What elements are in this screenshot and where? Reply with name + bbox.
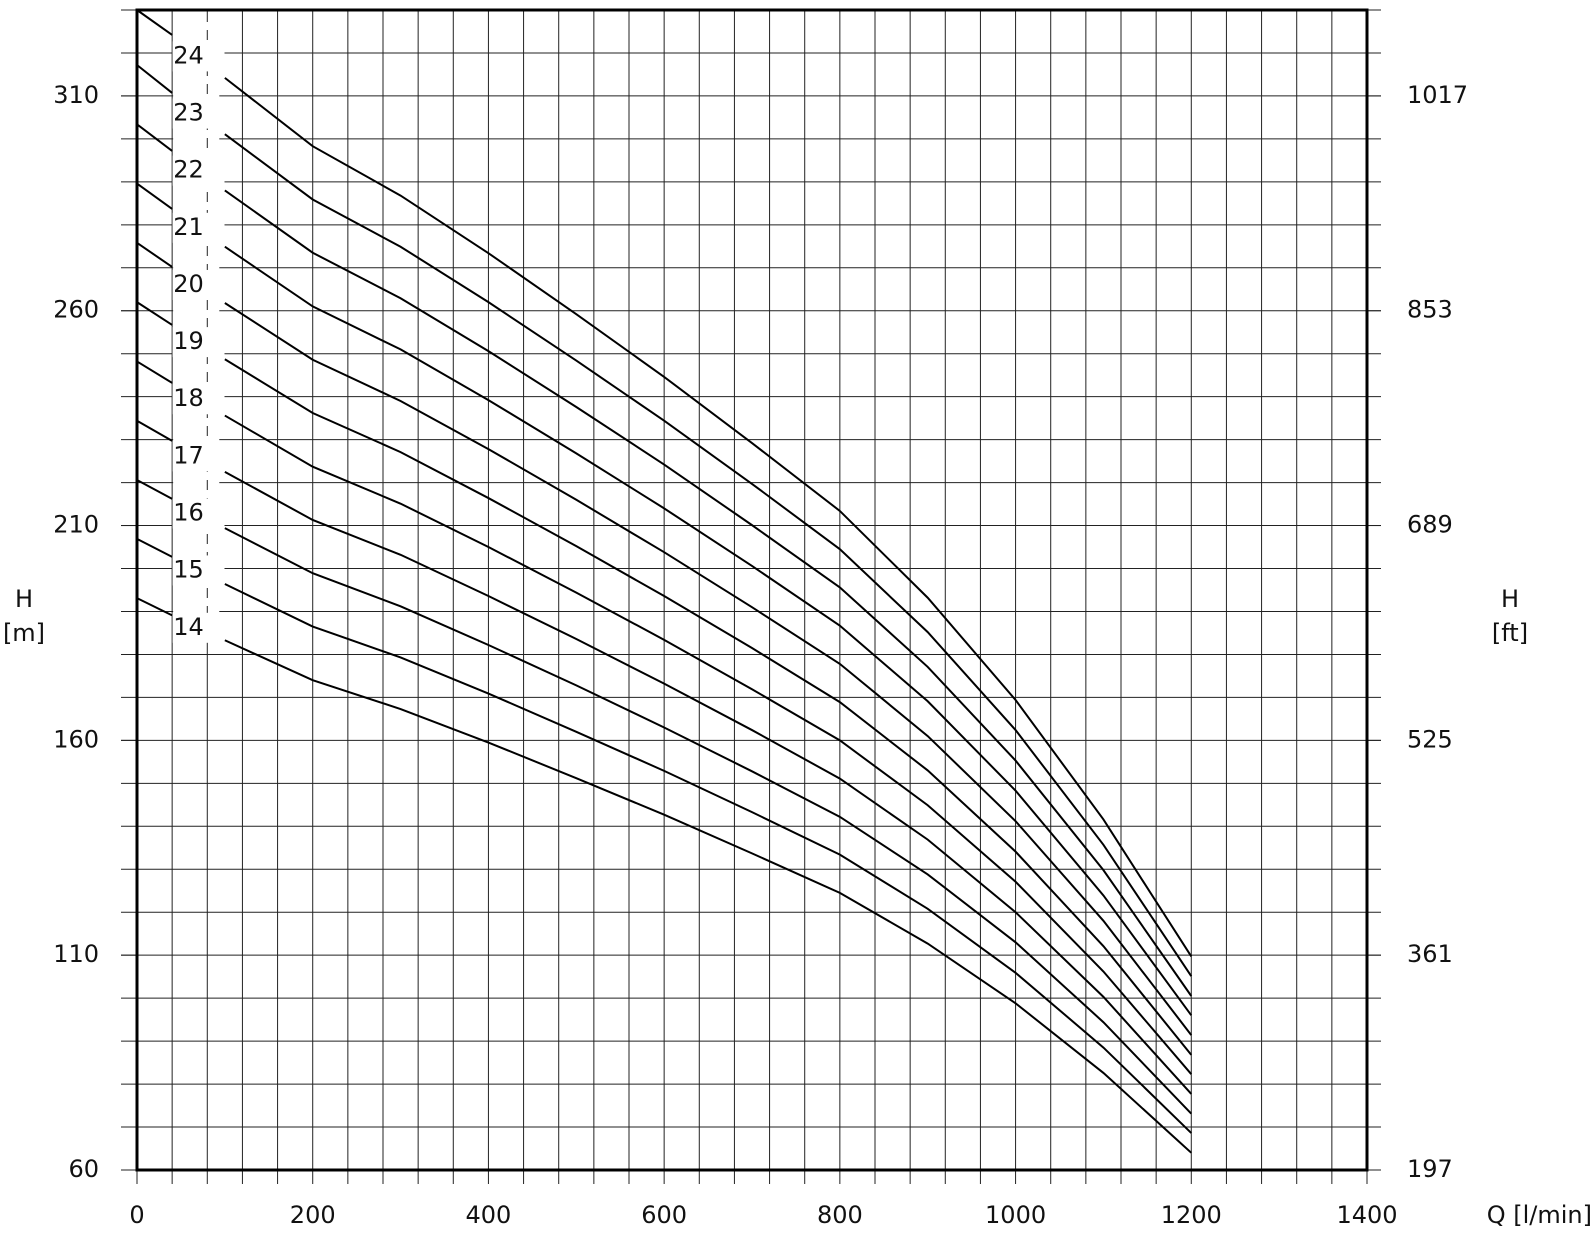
y2-tick-label: 525 [1407,725,1453,753]
x-tick-label: 800 [817,1201,863,1229]
y2-tick-label: 853 [1407,296,1453,324]
x-tick-label: 1000 [985,1201,1046,1229]
curve [136,182,1193,1016]
y-tick-label: 160 [53,725,99,753]
curve [136,123,1193,997]
y2-axis-label: H [1501,585,1519,613]
y-tick-label: 210 [53,511,99,539]
x-tick-label: 0 [129,1201,144,1229]
curve-label: 22 [173,156,204,184]
y-axis-unit: [m] [3,619,45,647]
curve [136,537,1192,1134]
curve [136,360,1193,1075]
label-bg [172,98,225,129]
label-bg [172,41,225,72]
curve-label: 15 [173,555,204,583]
curve [136,597,1192,1154]
x-axis-label: Q [l/min] [1487,1201,1592,1229]
label-bg [172,327,225,358]
y2-tick-label: 197 [1407,1155,1453,1183]
curve-label: 17 [173,441,204,469]
label-bg [172,384,225,415]
curve [136,64,1193,977]
curve-label: 14 [173,613,204,641]
y2-axis-unit: [ft] [1492,619,1528,647]
y2-tick-label: 1017 [1407,81,1468,109]
curve [136,301,1193,1056]
label-bg [172,498,225,529]
curve-label: 24 [173,41,204,69]
y-tick-label: 310 [53,81,99,109]
label-bg [172,269,225,300]
label-bg [172,155,225,186]
curve-label: 23 [173,99,204,127]
curve [136,479,1193,1115]
x-tick-label: 200 [290,1201,336,1229]
x-tick-label: 1400 [1336,1201,1397,1229]
x-tick-label: 600 [641,1201,687,1229]
y-tick-label: 110 [53,940,99,968]
curve [136,9,1193,958]
label-bg [172,612,225,643]
y2-tick-label: 689 [1407,511,1453,539]
y-tick-label: 260 [53,296,99,324]
y2-tick-label: 361 [1407,940,1453,968]
label-bg [172,441,225,472]
x-tick-label: 400 [466,1201,512,1229]
curve [136,242,1193,1036]
curve-label: 20 [173,270,204,298]
y-axis-label: H [15,585,33,613]
curve-label: 16 [173,499,204,527]
curve-label: 19 [173,327,204,355]
label-bg [172,212,225,243]
x-tick-label: 1200 [1161,1201,1222,1229]
curve [136,419,1193,1095]
curve-label: 18 [173,384,204,412]
curve-label: 21 [173,213,204,241]
plot-frame [135,8,1369,1172]
y-tick-label: 60 [68,1155,99,1183]
label-bg [172,555,225,586]
